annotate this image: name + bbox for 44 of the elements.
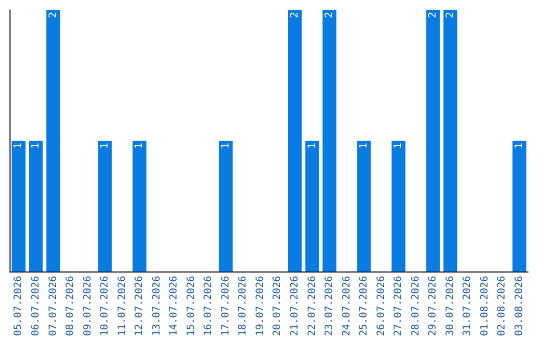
x-tick-label: 18.07.2026	[238, 276, 249, 336]
data-label: 1	[514, 142, 525, 149]
x-tick-label: 08.07.2026	[65, 276, 76, 336]
x-tick-label: 23.07.2026	[324, 276, 336, 336]
x-tick-label: 30.07.2026	[444, 276, 456, 336]
x-tick-label: 03.08.2026	[514, 276, 525, 336]
x-tick-label: 26.07.2026	[376, 276, 387, 336]
x-tick-label: 21.07.2026	[289, 276, 300, 336]
x-tick-label: 15.07.2026	[186, 276, 197, 336]
data-label: 1	[30, 142, 42, 149]
data-label: 1	[100, 142, 111, 149]
data-label: 2	[444, 12, 456, 18]
x-tick-label: 01.08.2026	[479, 276, 490, 336]
data-label: 2	[428, 12, 439, 18]
x-tick-label: 07.07.2026	[48, 276, 59, 336]
x-tick-label: 24.07.2026	[341, 276, 352, 336]
x-tick-label: 11.07.2026	[116, 276, 128, 336]
x-tick-label: 12.07.2026	[134, 276, 146, 336]
data-label: 1	[393, 142, 404, 149]
data-label: 1	[220, 142, 232, 149]
x-tick-label: 14.07.2026	[168, 276, 180, 336]
data-label: 2	[48, 12, 59, 18]
data-label: 1	[134, 142, 146, 149]
x-tick-label: 16.07.2026	[203, 276, 214, 336]
x-tick-label: 17.07.2026	[220, 276, 232, 336]
x-tick-label: 31.07.2026	[462, 276, 474, 336]
x-tick-label: 29.07.2026	[428, 276, 439, 336]
data-label: 1	[358, 142, 370, 149]
x-tick-label: 25.07.2026	[358, 276, 370, 336]
x-tick-label: 13.07.2026	[151, 276, 162, 336]
data-label: 2	[324, 12, 336, 18]
x-tick-label: 09.07.2026	[82, 276, 94, 336]
x-tick-label: 06.07.2026	[30, 276, 42, 336]
x-tick-label: 05.07.2026	[13, 276, 24, 336]
x-tick-label: 22.07.2026	[306, 276, 318, 336]
data-label: 2	[289, 12, 300, 18]
data-label: 1	[13, 142, 24, 149]
data-label: 1	[306, 142, 318, 149]
x-tick-label: 20.07.2026	[272, 276, 284, 336]
x-tick-label: 02.08.2026	[496, 276, 508, 336]
x-tick-label: 19.07.2026	[254, 276, 266, 336]
x-tick-label: 10.07.2026	[100, 276, 111, 336]
x-tick-label: 27.07.2026	[393, 276, 404, 336]
x-tick-label: 28.07.2026	[410, 276, 422, 336]
